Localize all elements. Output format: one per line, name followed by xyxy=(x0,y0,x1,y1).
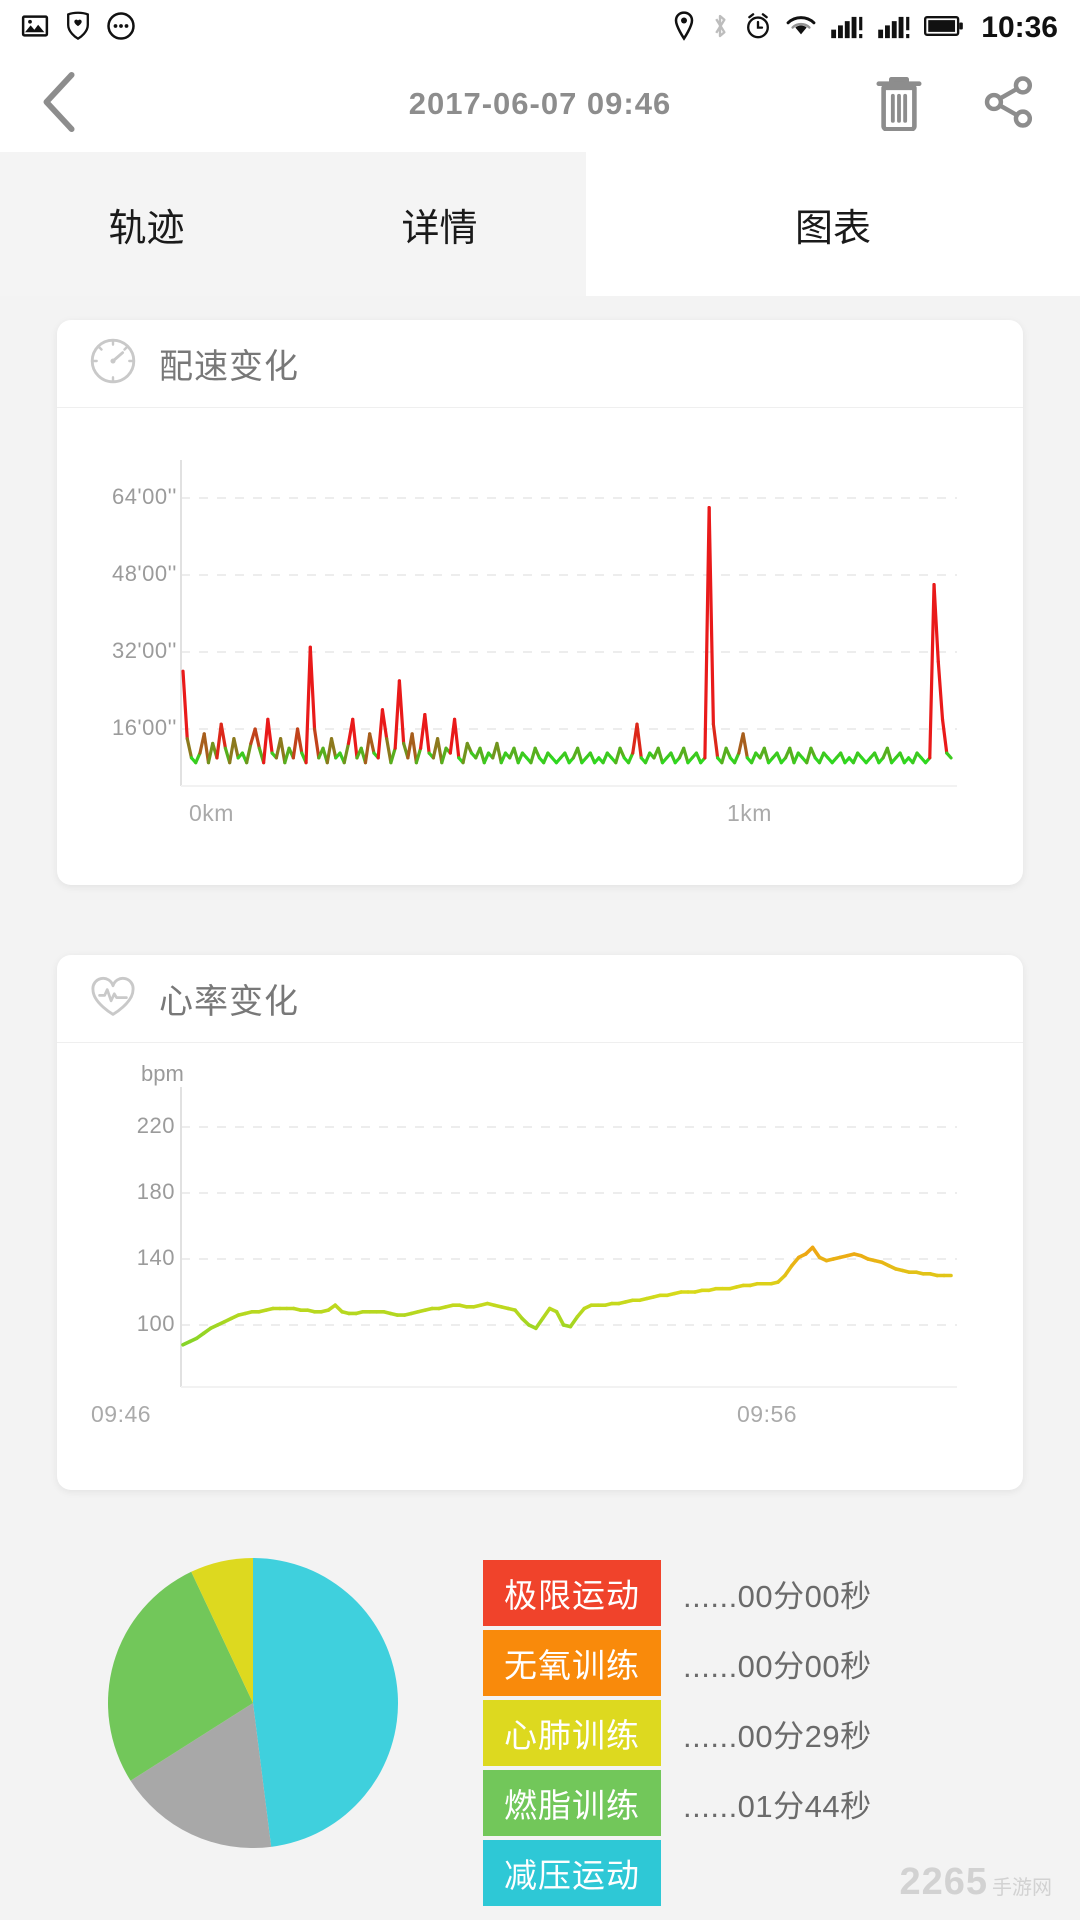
signal-1-icon xyxy=(830,11,864,46)
zone-badge-anaerobic: 无氧训练 xyxy=(483,1630,661,1696)
pace-chart-card: 配速变化 64'00'' 48'00'' 32'00'' 16'00'' 0km… xyxy=(57,320,1023,885)
hr-plot-area: bpm 220 180 140 100 09:46 09:56 xyxy=(57,1043,1023,1489)
signal-2-icon xyxy=(877,11,911,46)
more-dots-icon xyxy=(106,11,136,46)
zone-row[interactable]: 燃脂训练 ......01分44秒 xyxy=(483,1770,883,1836)
hr-ytick-0: 220 xyxy=(136,1113,175,1138)
status-bar-left-icons xyxy=(20,11,136,46)
battery-icon xyxy=(924,11,964,46)
wifi-icon xyxy=(785,11,817,46)
zone-badge-fatburn: 燃脂训练 xyxy=(483,1770,661,1836)
image-icon xyxy=(20,11,50,46)
hr-card-title: 心率变化 xyxy=(159,983,299,1021)
zone-label: 心肺训练 xyxy=(504,1717,640,1754)
pace-card-header: 配速变化 xyxy=(57,320,1023,408)
zone-value: ......00分00秒 xyxy=(683,1648,872,1684)
location-icon xyxy=(672,10,696,46)
tab-details-label: 详情 xyxy=(401,207,478,250)
zone-row[interactable]: 极限运动 ......00分00秒 xyxy=(483,1560,883,1626)
tab-track[interactable]: 轨迹 xyxy=(0,152,293,296)
hr-unit-label: bpm xyxy=(141,1061,184,1086)
tab-charts-label: 图表 xyxy=(794,207,871,250)
tab-details[interactable]: 详情 xyxy=(293,152,586,296)
pace-ytick-1: 48'00'' xyxy=(111,561,177,586)
alarm-icon xyxy=(744,11,772,46)
zone-label: 燃脂训练 xyxy=(504,1787,640,1824)
page-title: 2017-06-07 09:46 xyxy=(408,86,672,121)
hr-card-header: 心率变化 xyxy=(57,955,1023,1043)
heart-pulse-icon xyxy=(89,973,137,1024)
bluetooth-icon xyxy=(709,11,731,46)
heartrate-chart-card: 心率变化 bpm 220 180 140 100 09:46 09:56 xyxy=(57,955,1023,1490)
watermark-suffix: 手游网 xyxy=(992,1877,1052,1899)
pace-ytick-0: 64'00'' xyxy=(111,484,177,509)
zone-label: 无氧训练 xyxy=(504,1647,640,1684)
title-bar: 2017-06-07 09:46 xyxy=(0,56,1080,152)
hr-zone-pie-chart xyxy=(107,1558,399,1848)
pace-xtick-0: 0km xyxy=(189,800,234,826)
zone-value: ......00分29秒 xyxy=(683,1718,872,1754)
zone-row[interactable]: 无氧训练 ......00分00秒 xyxy=(483,1630,883,1696)
hr-ytick-1: 180 xyxy=(136,1179,175,1204)
tab-charts[interactable]: 图表 xyxy=(586,152,1080,296)
hr-zone-legend: 极限运动 ......00分00秒 无氧训练 ......00分00秒 心肺训练… xyxy=(483,1560,883,1910)
hr-line-chart xyxy=(180,1087,957,1388)
zone-badge-cardio: 心肺训练 xyxy=(483,1700,661,1766)
zone-label: 减压运动 xyxy=(504,1857,640,1894)
zone-row[interactable]: 减压运动 xyxy=(483,1840,883,1906)
status-bar: 10:36 xyxy=(0,0,1080,56)
pace-xtick-1: 1km xyxy=(727,800,772,826)
pace-card-title: 配速变化 xyxy=(159,348,299,386)
chevron-left-icon xyxy=(38,71,82,138)
pace-line-chart xyxy=(180,460,957,787)
zone-row[interactable]: 心肺训练 ......00分29秒 xyxy=(483,1700,883,1766)
status-bar-right-icons: 10:36 xyxy=(672,10,1058,46)
pace-ytick-3: 16'00'' xyxy=(111,715,177,740)
zone-label: 极限运动 xyxy=(504,1577,640,1614)
shield-heart-icon xyxy=(64,11,92,46)
watermark-number: 2265 xyxy=(899,1861,988,1903)
pace-plot-area: 64'00'' 48'00'' 32'00'' 16'00'' 0km 1km xyxy=(57,408,1023,884)
pace-ytick-2: 32'00'' xyxy=(111,638,177,663)
share-button[interactable] xyxy=(982,74,1036,135)
tab-track-label: 轨迹 xyxy=(108,207,185,250)
zone-value: ......00分00秒 xyxy=(683,1578,872,1614)
hr-xtick-0: 09:46 xyxy=(91,1401,152,1427)
back-button[interactable] xyxy=(12,56,108,152)
hr-ytick-3: 100 xyxy=(136,1311,175,1336)
hr-xtick-1: 09:56 xyxy=(737,1401,798,1427)
zone-badge-relax: 减压运动 xyxy=(483,1840,661,1906)
status-bar-clock: 10:36 xyxy=(981,11,1058,44)
watermark: 2265 手游网 xyxy=(899,1861,1052,1904)
zone-value: ......01分44秒 xyxy=(683,1788,872,1824)
speedometer-icon xyxy=(89,337,137,390)
zone-badge-extreme: 极限运动 xyxy=(483,1560,661,1626)
delete-button[interactable] xyxy=(874,73,924,136)
title-bar-actions xyxy=(874,73,1036,136)
hr-ytick-2: 140 xyxy=(136,1245,175,1270)
tab-bar: 轨迹 详情 图表 xyxy=(0,152,1080,296)
